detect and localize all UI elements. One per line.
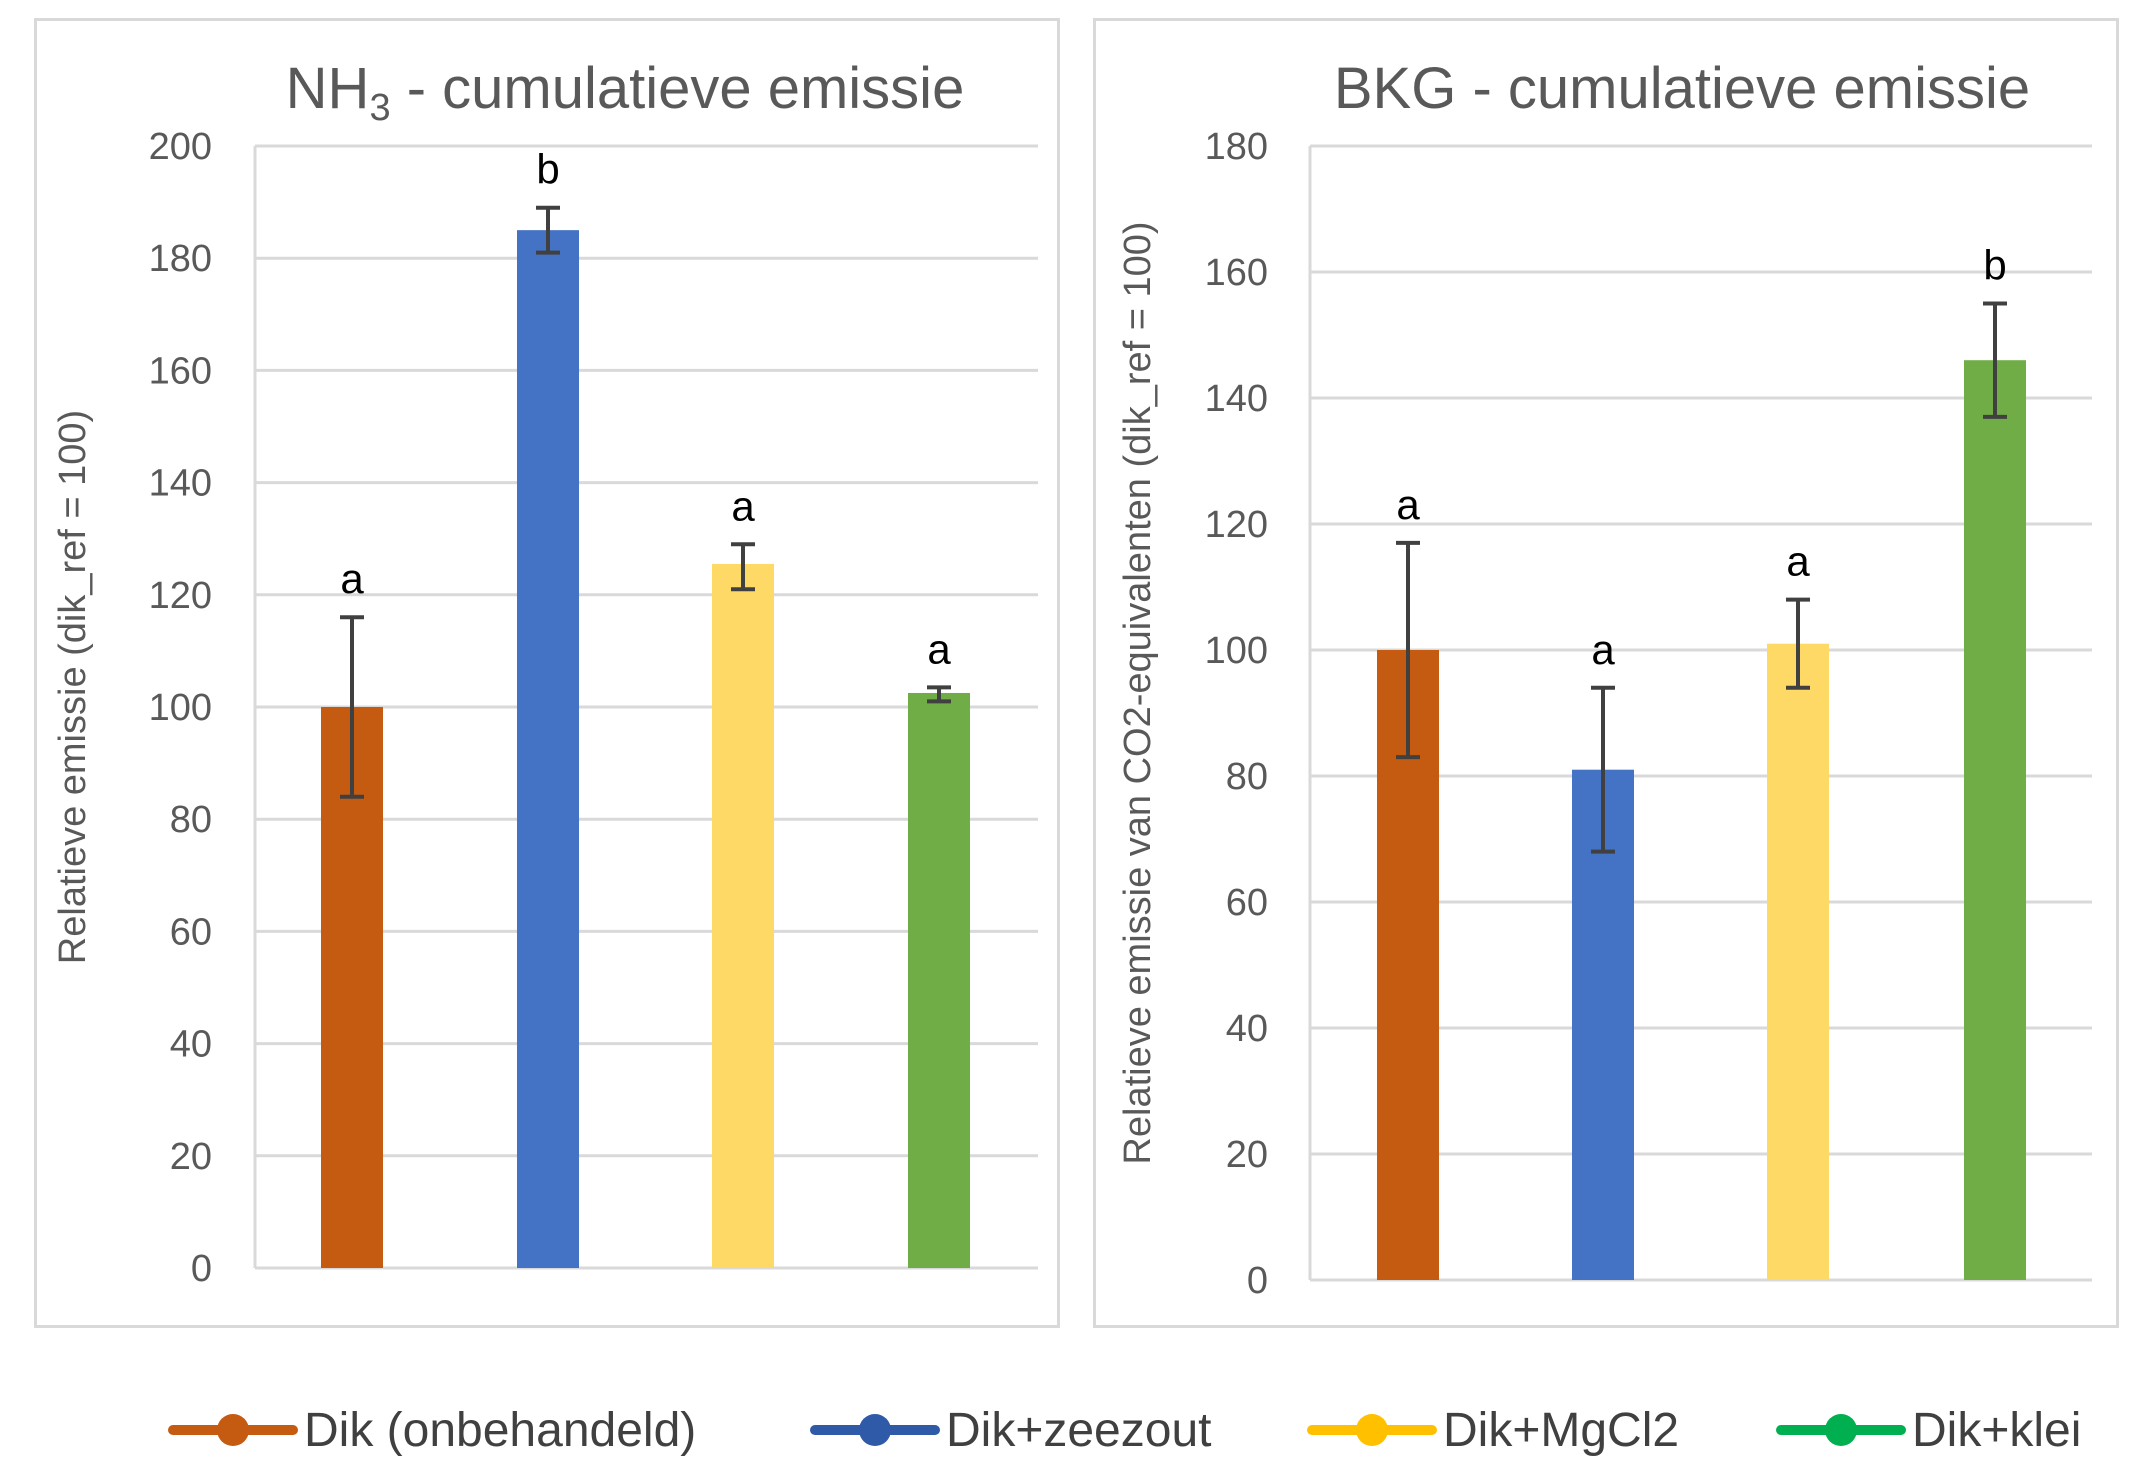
y-axis-label-nh3: Relatieve emissie (dik_ref = 100) (52, 410, 94, 964)
y-tick-label-bkg-0: 0 (1247, 1260, 1268, 1302)
bar-nh3-3 (712, 563, 774, 1268)
y-tick-label-bkg-40: 40 (1226, 1008, 1268, 1050)
y-tick-label-nh3-40: 40 (170, 1024, 212, 1066)
bar-nh3-2 (517, 230, 579, 1268)
y-tick-label-bkg-160: 160 (1205, 252, 1268, 294)
bar-nh3-1 (321, 707, 383, 1268)
annotation-bkg-3: a (1786, 538, 1810, 585)
y-tick-label-nh3-0: 0 (191, 1248, 212, 1290)
y-axis-label-bkg: Relatieve emissie van CO2-equivalenten (… (1117, 221, 1159, 1164)
y-tick-label-bkg-180: 180 (1205, 126, 1268, 168)
annotation-nh3-3: a (731, 482, 755, 529)
legend-swatch-klei (1776, 1414, 1906, 1446)
legend-swatch-mgcl2 (1307, 1414, 1437, 1446)
annotation-bkg-2: a (1591, 626, 1615, 673)
y-tick-label-nh3-120: 120 (149, 575, 212, 617)
y-tick-label-bkg-100: 100 (1205, 630, 1268, 672)
y-tick-label-nh3-200: 200 (149, 126, 212, 168)
y-tick-label-nh3-100: 100 (149, 687, 212, 729)
legend-item-mgcl2: Dik+MgCl2 (1307, 1385, 1679, 1475)
legend-label-mgcl2: Dik+MgCl2 (1443, 1403, 1680, 1457)
y-tick-label-nh3-180: 180 (149, 238, 212, 280)
y-tick-label-nh3-60: 60 (170, 911, 212, 953)
y-tick-label-nh3-80: 80 (170, 799, 212, 841)
y-tick-label-nh3-20: 20 (170, 1136, 212, 1178)
annotation-bkg-1: a (1396, 481, 1420, 528)
bar-bkg-2 (1572, 769, 1634, 1280)
legend-label-zeezout: Dik+zeezout (946, 1403, 1212, 1457)
annotation-nh3-4: a (927, 625, 951, 672)
chart-title-nh3: NH3 - cumulatieve emissie (286, 56, 965, 129)
y-tick-label-bkg-20: 20 (1226, 1134, 1268, 1176)
bar-bkg-4 (1964, 360, 2026, 1280)
y-tick-label-nh3-160: 160 (149, 350, 212, 392)
annotation-nh3-1: a (340, 555, 364, 602)
legend-swatch-zeezout (810, 1414, 940, 1446)
bar-nh3-4 (908, 692, 970, 1268)
annotation-bkg-4: b (1983, 242, 2006, 289)
chart-title-bkg: BKG - cumulatieve emissie (1334, 56, 2030, 121)
legend-item-dik: Dik (onbehandeld) (168, 1385, 696, 1475)
bar-bkg-3 (1767, 643, 1829, 1280)
annotation-nh3-2: b (536, 146, 559, 193)
y-tick-label-bkg-120: 120 (1205, 504, 1268, 546)
legend: Dik (onbehandeld) Dik+zeezout Dik+MgCl2 … (0, 1385, 2132, 1475)
legend-item-zeezout: Dik+zeezout (810, 1385, 1211, 1475)
legend-label-dik: Dik (onbehandeld) (304, 1403, 697, 1457)
legend-swatch-dik (168, 1414, 298, 1446)
y-tick-label-bkg-60: 60 (1226, 882, 1268, 924)
y-tick-label-bkg-80: 80 (1226, 756, 1268, 798)
y-tick-label-nh3-140: 140 (149, 463, 212, 505)
legend-item-klei: Dik+klei (1776, 1385, 2081, 1475)
legend-label-klei: Dik+klei (1912, 1403, 2082, 1457)
y-tick-label-bkg-140: 140 (1205, 378, 1268, 420)
